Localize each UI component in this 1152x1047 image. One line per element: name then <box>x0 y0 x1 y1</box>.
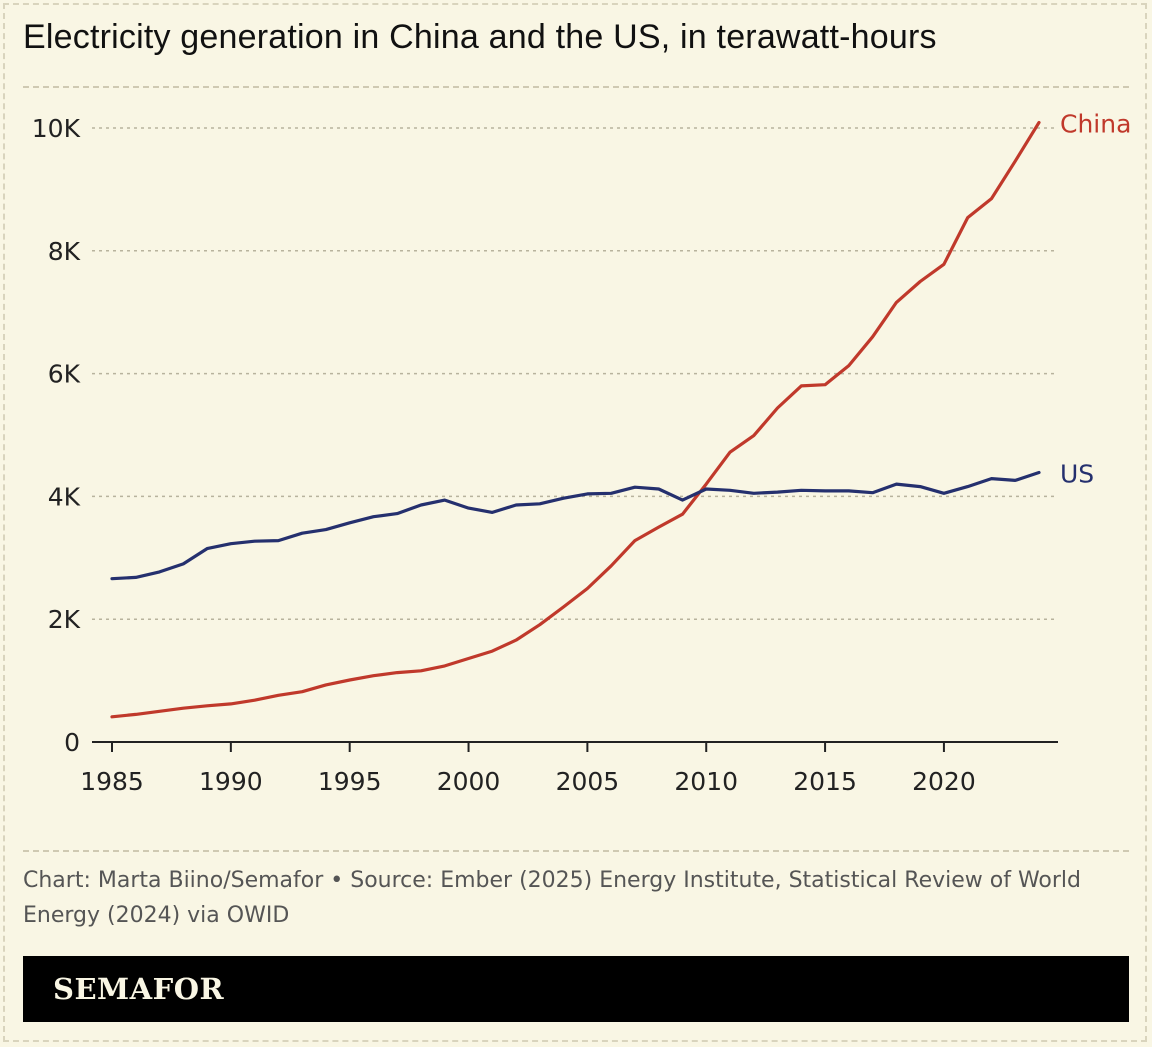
y-tick-label: 4K <box>48 482 81 511</box>
brand-bar: SEMAFOR <box>23 956 1129 1022</box>
x-tick-label: 1990 <box>199 767 263 796</box>
series-line-us <box>110 470 1041 581</box>
x-tick-label: 1985 <box>80 767 144 796</box>
y-tick-label: 2K <box>48 605 81 634</box>
grid-layer <box>92 127 1058 620</box>
y-tick-label: 6K <box>48 360 81 389</box>
x-tick-label: 2010 <box>674 767 738 796</box>
x-tick-label: 2020 <box>912 767 976 796</box>
y-tick-label: 8K <box>48 237 81 266</box>
series-label-china: China <box>1060 109 1131 138</box>
line-chart: 0 2K 4K 6K 8K 10K 1985 1990 1995 2000 2005 2010 2015… <box>32 109 1132 796</box>
y-tick-label: 10K <box>32 114 81 143</box>
top-divider <box>23 86 1129 88</box>
chart-title: Electricity generation in China and the … <box>23 18 937 56</box>
chart-frame <box>3 3 1147 1042</box>
x-tick-label: 1995 <box>318 767 382 796</box>
axis-layer: 0 2K 4K 6K 8K 10K 1985 1990 1995 2000 2005 2010 2015… <box>32 114 1058 796</box>
x-tick-label: 2005 <box>556 767 620 796</box>
series-layer <box>110 120 1041 719</box>
series-line-china <box>110 120 1041 719</box>
series-label-us: US <box>1060 459 1094 488</box>
x-tick-label: 2015 <box>793 767 857 796</box>
x-tick-label: 2000 <box>437 767 501 796</box>
label-layer: China US <box>1060 109 1131 488</box>
source-note: Chart: Marta Biino/Semafor • Source: Emb… <box>23 868 1081 928</box>
bottom-divider <box>23 850 1129 852</box>
y-tick-label: 0 <box>64 728 80 757</box>
brand-logo: SEMAFOR <box>53 972 225 1006</box>
